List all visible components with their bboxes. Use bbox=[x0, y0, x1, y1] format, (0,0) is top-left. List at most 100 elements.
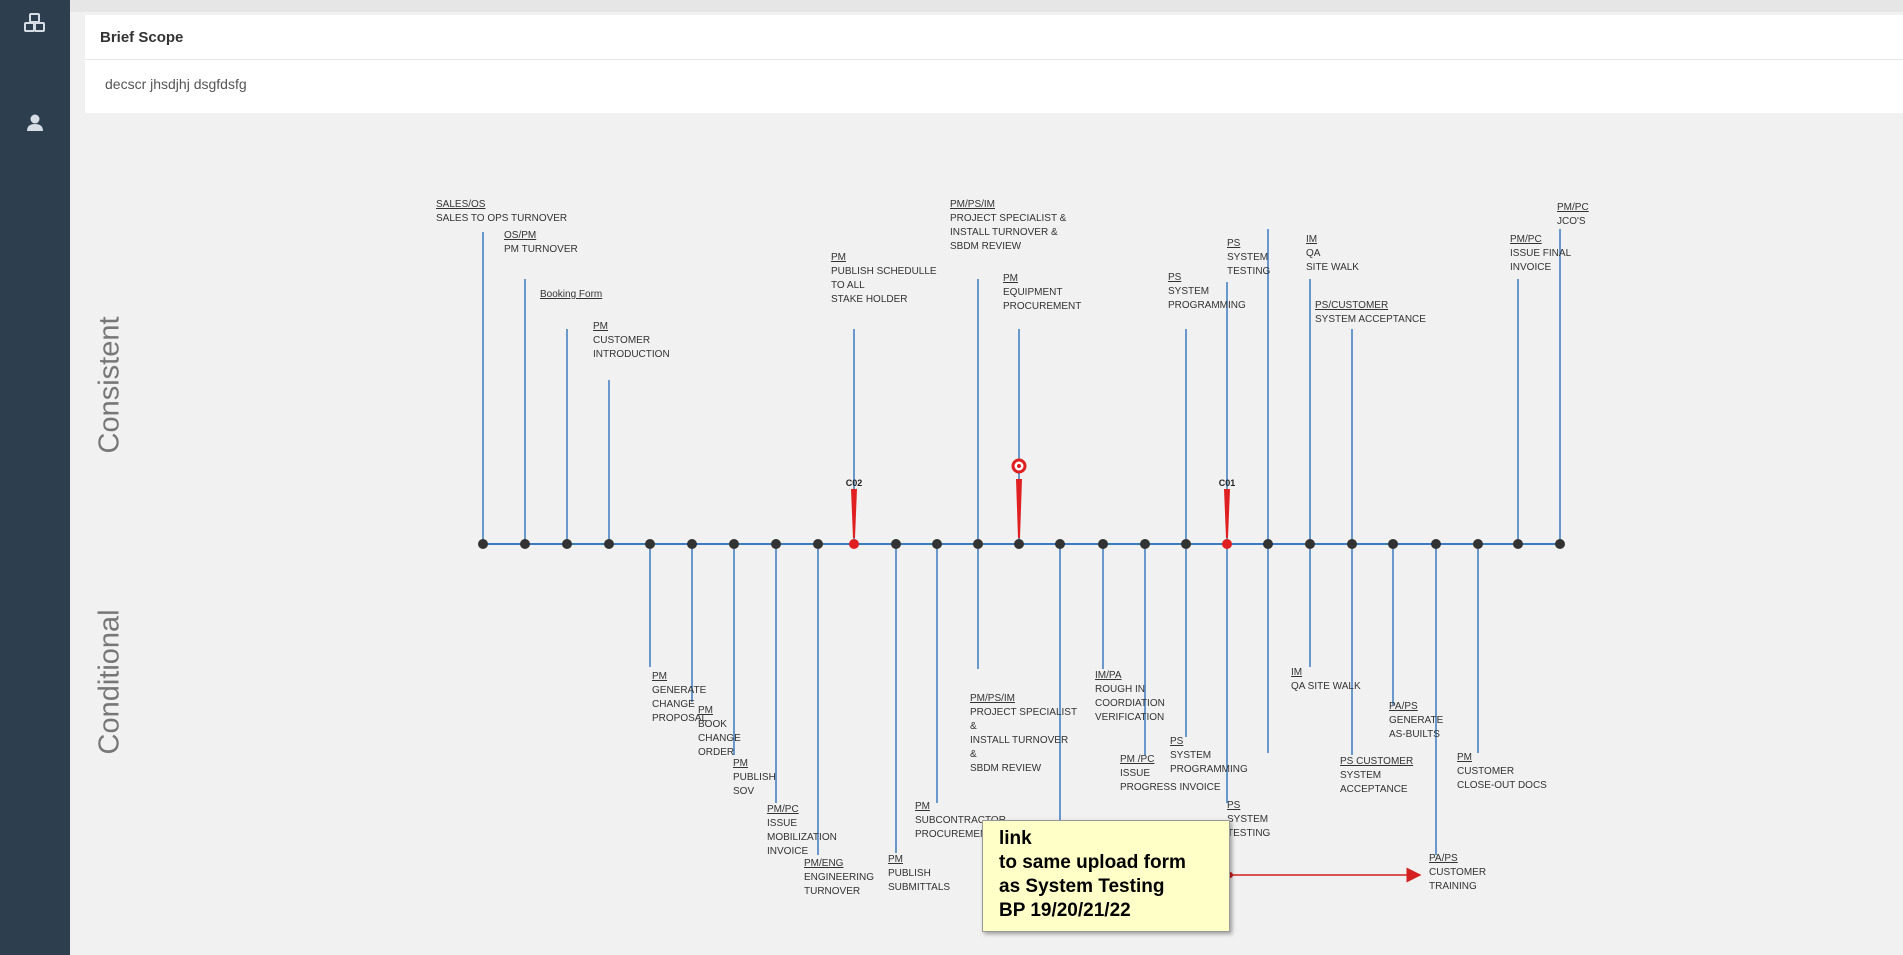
conditional-step-label: PA/PS CUSTOMER TRAINING bbox=[1429, 852, 1486, 894]
step-text: PROJECT SPECIALIST & bbox=[950, 213, 1067, 224]
step-text: PM TURNOVER bbox=[504, 244, 578, 255]
conditional-step-label: PA/PS GENERATE AS-BUILTS bbox=[1389, 700, 1443, 742]
timeline-node bbox=[1388, 539, 1398, 549]
step-role: PM/ENG bbox=[804, 858, 844, 869]
step-text: SYSTEM bbox=[1340, 770, 1382, 781]
step-role: PS bbox=[1168, 272, 1182, 283]
step-text: SYSTEM bbox=[1170, 750, 1212, 761]
step-role: PM bbox=[915, 801, 930, 812]
step-text: BOOK bbox=[698, 719, 727, 730]
step-role: PM bbox=[698, 705, 713, 716]
step-text: ACCEPTANCE bbox=[1340, 784, 1408, 795]
step-role: PM bbox=[652, 671, 667, 682]
step-text: TURNOVER bbox=[804, 886, 861, 897]
timeline-node bbox=[1473, 539, 1483, 549]
step-text: MOBILIZATION bbox=[767, 832, 837, 843]
step-text: CUSTOMER bbox=[1457, 766, 1515, 777]
timeline-node bbox=[604, 539, 614, 549]
step-text: COORDIATION bbox=[1095, 698, 1165, 709]
pin-dot bbox=[1017, 464, 1021, 468]
timeline-node bbox=[520, 539, 530, 549]
step-role: IM/PA bbox=[1095, 670, 1122, 681]
brief-scope-title: Brief Scope bbox=[100, 29, 184, 46]
step-role: IM bbox=[1306, 234, 1318, 245]
step-text: VERIFICATION bbox=[1095, 712, 1165, 723]
consistent-step-label: PM CUSTOMER INTRODUCTION bbox=[593, 320, 670, 362]
conditional-step-label: IM/PA ROUGH IN COORDIATION VERIFICATION bbox=[1095, 669, 1165, 725]
step-text: SUBMITTALS bbox=[888, 882, 951, 893]
step-role: PS/CUSTOMER bbox=[1315, 300, 1389, 311]
conditional-step-label: PM/PC ISSUE MOBILIZATION INVOICE bbox=[767, 803, 837, 859]
timeline-node bbox=[562, 539, 572, 549]
step-text: INTRODUCTION bbox=[593, 349, 670, 360]
conditional-step-label: PM PUBLISH SUBMITTALS bbox=[888, 853, 950, 895]
timeline-node bbox=[891, 539, 901, 549]
step-text: CHANGE bbox=[652, 699, 695, 710]
step-role: PM bbox=[1003, 273, 1018, 284]
step-text: QA SITE WALK bbox=[1291, 681, 1361, 692]
step-text: PUBLISH bbox=[733, 772, 776, 783]
step-text: SYSTEM ACCEPTANCE bbox=[1315, 314, 1426, 325]
step-text: SYSTEM bbox=[1168, 286, 1210, 297]
step-role: PM/PC bbox=[1510, 234, 1542, 245]
step-text: PUBLISH bbox=[888, 868, 931, 879]
note-line: link bbox=[999, 828, 1032, 849]
step-text: INSTALL TURNOVER & bbox=[950, 227, 1058, 238]
step-text: JCO'S bbox=[1557, 216, 1586, 227]
timeline-node bbox=[771, 539, 781, 549]
step-role: PM/PC bbox=[767, 804, 799, 815]
timeline-node bbox=[973, 539, 983, 549]
step-text: ISSUE bbox=[767, 818, 798, 829]
step-role: PM bbox=[888, 854, 903, 865]
timeline-node bbox=[478, 539, 488, 549]
consistent-step-label: PM/PC JCO'S bbox=[1557, 201, 1589, 229]
note-text: link to same upload form as System Testing… bbox=[999, 827, 1186, 923]
step-text: TRAINING bbox=[1429, 881, 1477, 892]
consistent-step-label: IM QA SITE WALK bbox=[1306, 233, 1359, 275]
step-text: GENERATE bbox=[1389, 715, 1444, 726]
timeline-node bbox=[1140, 539, 1150, 549]
step-text: CUSTOMER bbox=[593, 335, 651, 346]
step-role: PM/PS/IM bbox=[970, 693, 1016, 704]
consistent-step-label: PM PUBLISH SCHEDULLE TO ALL STAKE HOLDER bbox=[831, 251, 937, 307]
step-text: CUSTOMER bbox=[1429, 867, 1487, 878]
conditional-step-label: PM /PC ISSUE PROGRESS INVOICE bbox=[1120, 753, 1221, 795]
step-text: PROGRAMMING bbox=[1170, 764, 1248, 775]
step-role: PS bbox=[1170, 736, 1184, 747]
cubes-icon[interactable] bbox=[22, 12, 48, 36]
step-text: PROPOSAL bbox=[652, 713, 708, 724]
step-role: PA/PS bbox=[1389, 701, 1418, 712]
step-text: AS-BUILTS bbox=[1389, 729, 1440, 740]
conditional-step-label: PM BOOK CHANGE ORDER bbox=[698, 704, 741, 760]
step-text: TESTING bbox=[1227, 828, 1271, 839]
step-text: INVOICE bbox=[767, 846, 809, 857]
step-text: STAKE HOLDER bbox=[831, 294, 908, 305]
consistent-step-label: PM/PC ISSUE FINAL INVOICE bbox=[1510, 233, 1571, 275]
timeline-node bbox=[729, 539, 739, 549]
consistent-step-label: PM/PS/IM PROJECT SPECIALIST & INSTALL TURN… bbox=[950, 198, 1066, 254]
timeline-node bbox=[1222, 539, 1232, 549]
top-strip bbox=[70, 0, 1903, 12]
timeline-node bbox=[645, 539, 655, 549]
conditional-step-label: PM CUSTOMER CLOSE-OUT DOCS bbox=[1457, 751, 1547, 793]
step-text: SOV bbox=[733, 786, 755, 797]
step-text: & bbox=[970, 749, 977, 760]
consistent-step-label: PS/CUSTOMER SYSTEM ACCEPTANCE bbox=[1315, 299, 1426, 327]
marker-label-co1: C01 bbox=[1219, 478, 1236, 488]
annotation-note: link to same upload form as System Testing… bbox=[982, 820, 1230, 932]
step-text: TESTING bbox=[1227, 266, 1271, 277]
user-icon[interactable] bbox=[22, 111, 48, 135]
conditional-step-label: PM PUBLISH SOV bbox=[733, 757, 776, 799]
step-text: PROCUREMENT bbox=[915, 829, 994, 840]
timeline-node bbox=[687, 539, 697, 549]
timeline-node bbox=[849, 539, 859, 549]
conditional-step-label: PS SYSTEM PROGRAMMING bbox=[1170, 735, 1248, 777]
brief-scope-text: decscr jhsdjhj dsgfdsfg bbox=[105, 76, 247, 92]
step-text: SBDM REVIEW bbox=[950, 241, 1022, 252]
timeline-node bbox=[1555, 539, 1565, 549]
step-role: PM bbox=[831, 252, 846, 263]
conditional-step-label: PM/PS/IM PROJECT SPECIALIST & INSTALL TURNO… bbox=[970, 692, 1077, 776]
step-text: ISSUE bbox=[1120, 768, 1151, 779]
step-text: INVOICE bbox=[1510, 262, 1552, 273]
